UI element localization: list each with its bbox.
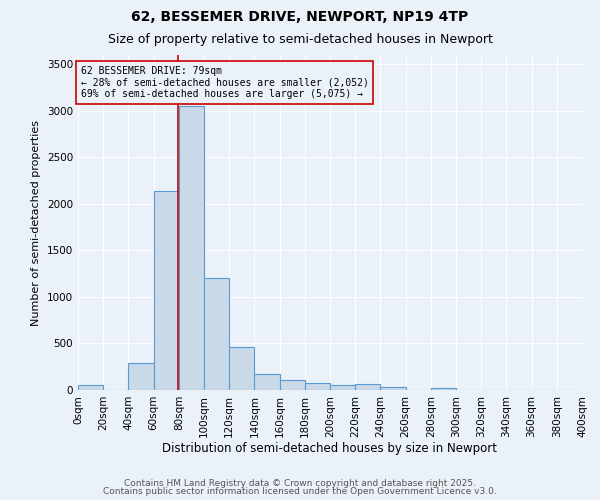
Text: Contains HM Land Registry data © Crown copyright and database right 2025.: Contains HM Land Registry data © Crown c… bbox=[124, 478, 476, 488]
Bar bbox=[154, 191, 179, 390]
Bar bbox=[431, 388, 456, 390]
Text: 62, BESSEMER DRIVE, NEWPORT, NP19 4TP: 62, BESSEMER DRIVE, NEWPORT, NP19 4TP bbox=[131, 10, 469, 24]
Bar bbox=[179, 106, 204, 390]
Text: Size of property relative to semi-detached houses in Newport: Size of property relative to semi-detach… bbox=[107, 32, 493, 46]
Bar bbox=[280, 380, 305, 390]
Bar bbox=[330, 385, 355, 390]
Bar bbox=[305, 384, 330, 390]
Y-axis label: Number of semi-detached properties: Number of semi-detached properties bbox=[31, 120, 41, 326]
Bar bbox=[355, 384, 380, 390]
X-axis label: Distribution of semi-detached houses by size in Newport: Distribution of semi-detached houses by … bbox=[163, 442, 497, 456]
Bar bbox=[229, 347, 254, 390]
Bar bbox=[204, 278, 229, 390]
Bar bbox=[78, 386, 103, 390]
Bar bbox=[128, 364, 154, 390]
Bar bbox=[380, 387, 406, 390]
Text: 62 BESSEMER DRIVE: 79sqm
← 28% of semi-detached houses are smaller (2,052)
69% o: 62 BESSEMER DRIVE: 79sqm ← 28% of semi-d… bbox=[80, 66, 368, 100]
Text: Contains public sector information licensed under the Open Government Licence v3: Contains public sector information licen… bbox=[103, 487, 497, 496]
Bar bbox=[254, 374, 280, 390]
